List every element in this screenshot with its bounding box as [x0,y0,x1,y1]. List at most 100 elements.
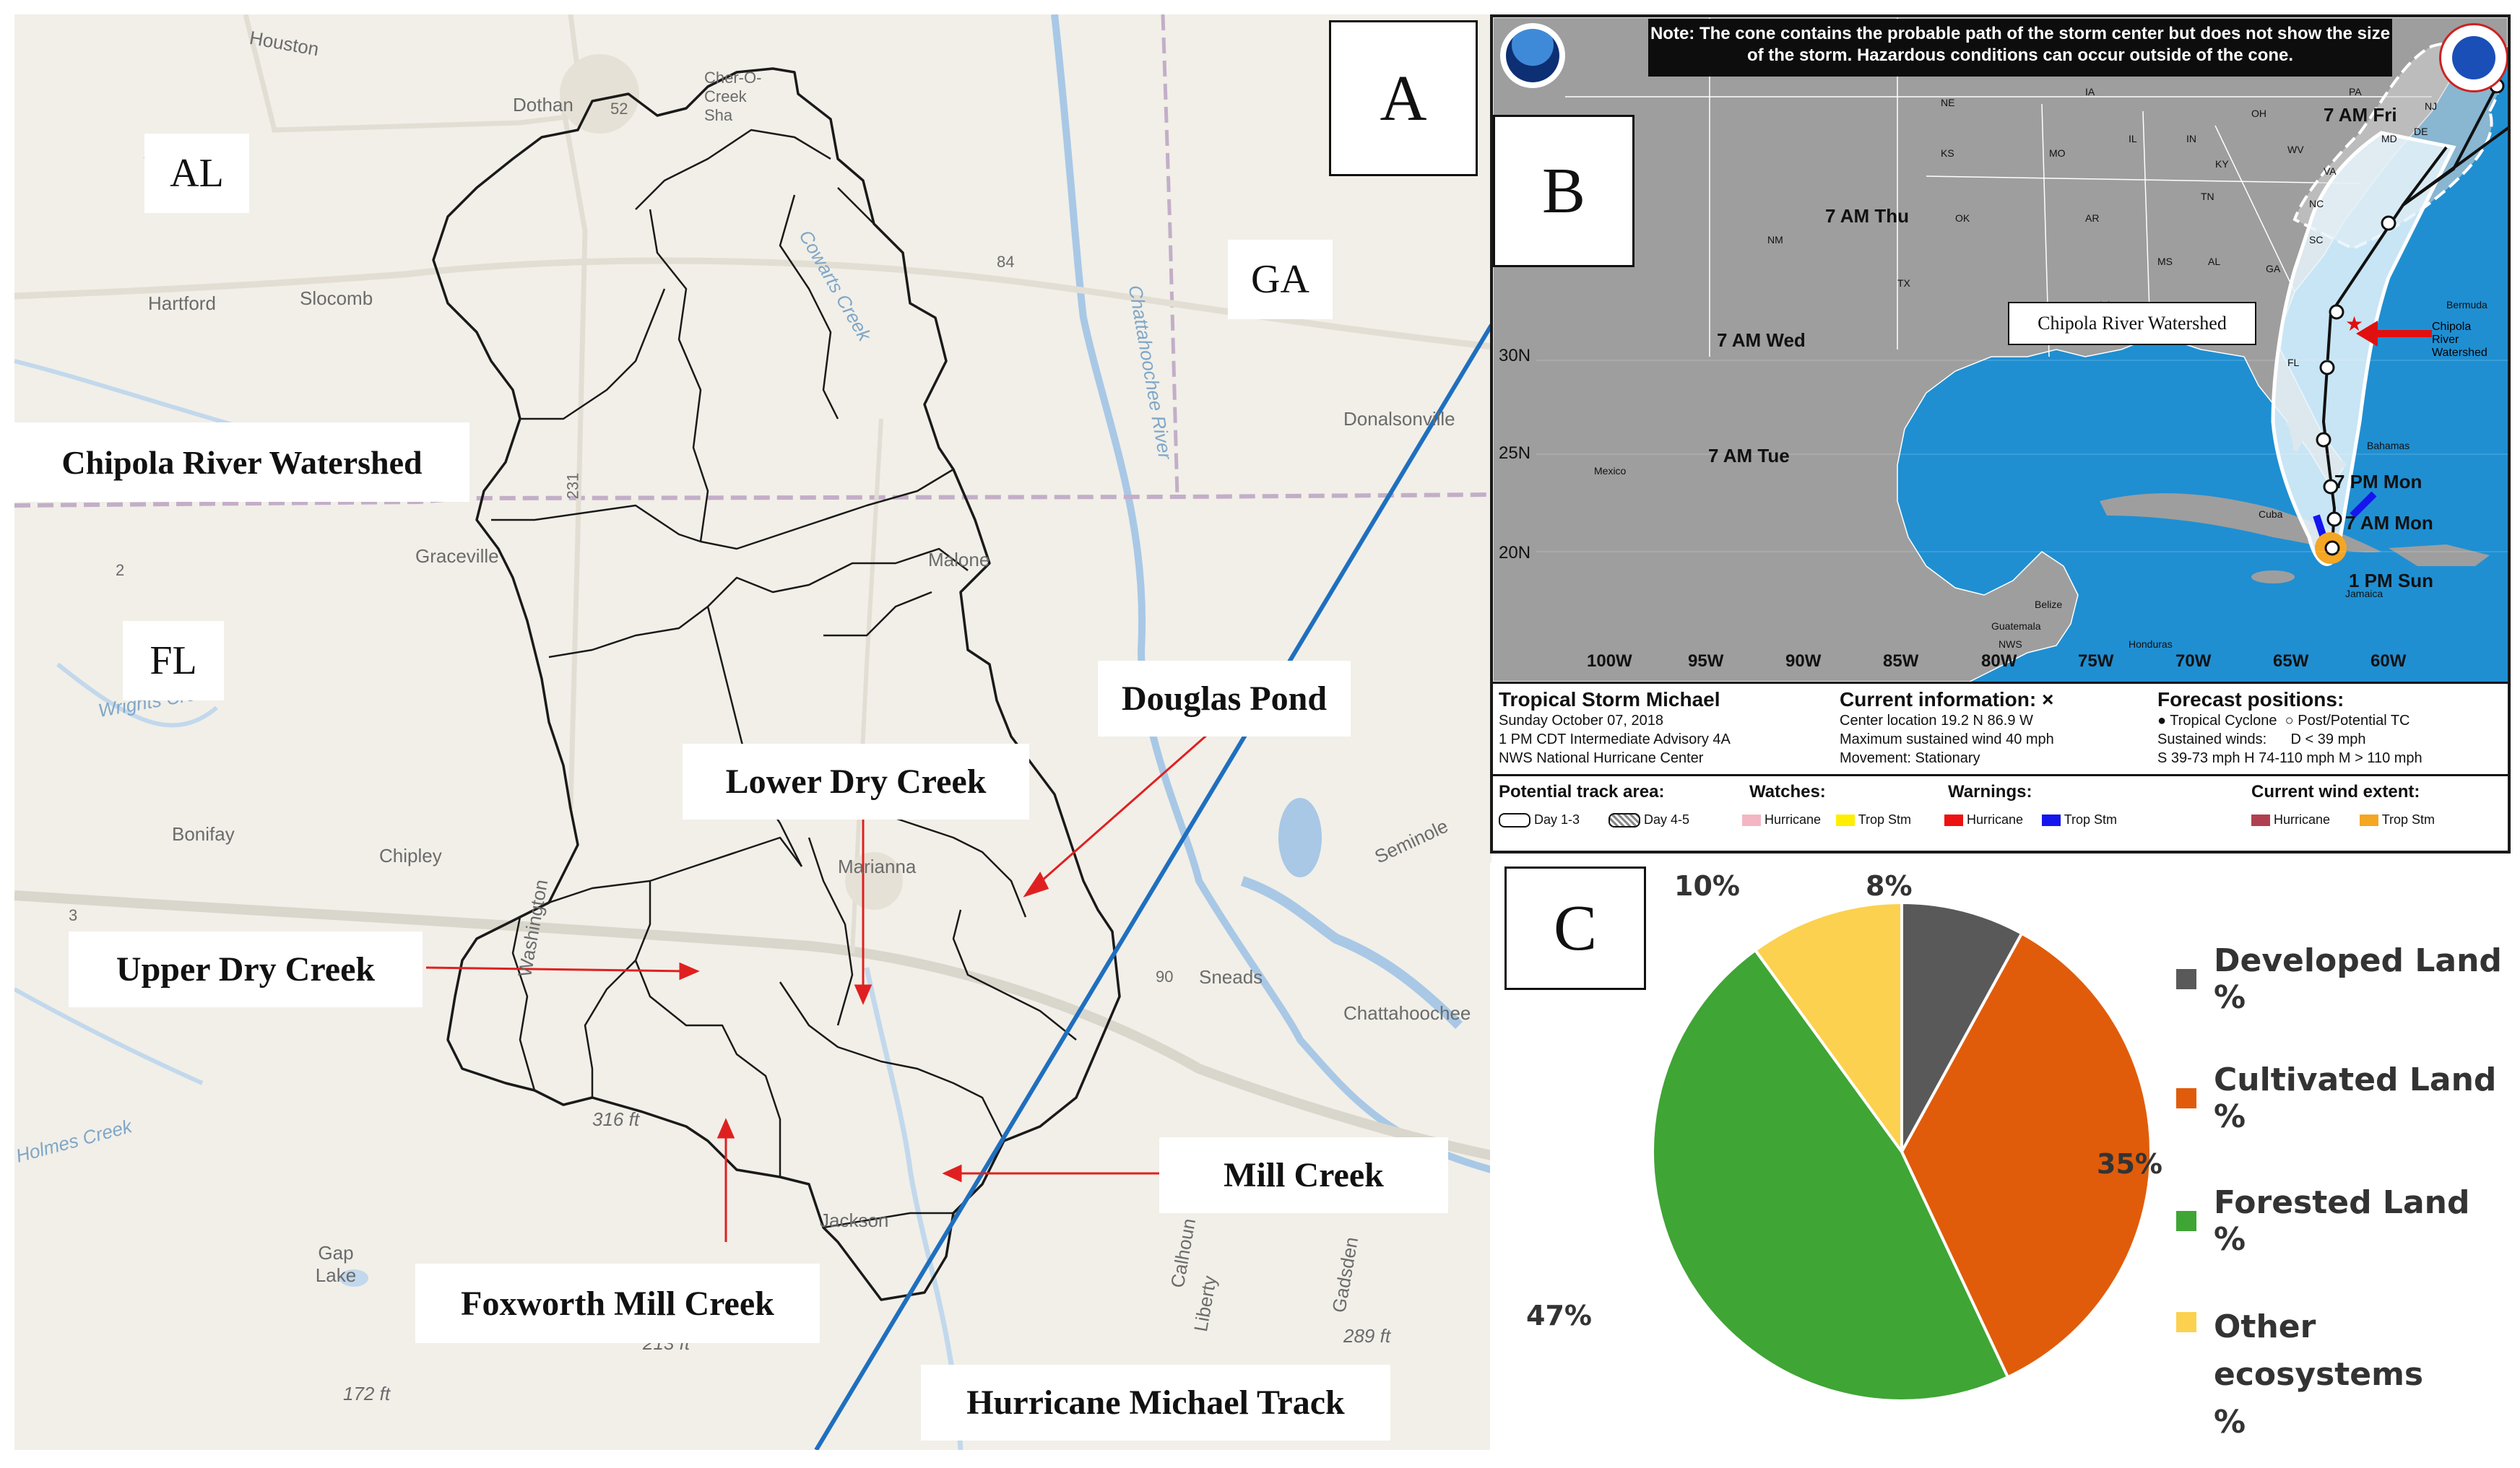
state-abbrev: VA [2324,165,2337,177]
state-abbrev: WV [2287,144,2304,155]
advisory-info-box: Tropical Storm Michael Sunday October 07… [1493,682,2508,774]
state-abbrev: TX [1897,277,1910,289]
legend-warn-trop: Trop Stm [2042,812,2117,828]
legend-warn-hurricane: Hurricane [1944,812,2023,828]
storm-title: Tropical Storm Michael [1499,688,1720,711]
road-line [14,890,1491,1160]
legend-swatch-forested [2176,1211,2196,1231]
sustained-winds-key: Sustained winds: D < 39 mph [2157,731,2366,747]
hurricane-track-label: Hurricane Michael Track [921,1365,1390,1441]
pie-slice-other [1753,900,1903,1157]
legend-developed: Developed Land % [2176,942,2511,1016]
advisory-center: NWS National Hurricane Center [1499,750,1704,766]
road-line [850,418,883,954]
state-abbrev: NJ [2425,100,2438,112]
forecast-time-label: 7 AM Fri [2324,104,2397,126]
legend-other: Other ecosystems % [2176,1303,2511,1446]
state-abbrev: IL [2129,133,2137,144]
current-info-title: Current information: × [1840,688,2054,711]
legend-wind-extent: Current wind extent: [2251,782,2420,802]
wind-scale-key: S 39-73 mph H 74-110 mph M > 110 mph [2157,750,2422,766]
legend-potential-track: Potential track area: [1499,782,1665,802]
chipola-callout-box: Chipola River Watershed [2008,302,2256,345]
state-abbrev: MD [2381,133,2397,144]
douglas-pond-label: Douglas Pond [1098,661,1351,737]
state-abbrev: AL [2208,256,2221,267]
town-label: Cher-O-Creek Sha [704,69,762,124]
map-place-label: Mexico [1594,465,1627,477]
state-abbrev: DE [2414,126,2428,137]
town-label: 52 [610,100,628,118]
state-boundary [1161,14,1179,498]
legend-label-developed: Developed Land % [2214,942,2502,1016]
longitude-scale: 100W 95W 90W 85W 80W 75W 70W 65W 60W [1493,651,2508,680]
island-shape [2251,570,2295,583]
map-place-label: Cuba [2259,508,2283,520]
town-label: Sneads [1199,966,1263,988]
mill-creek-label: Mill Creek [1159,1137,1448,1213]
legend-watch-trop: Trop Stm [1836,812,1911,828]
state-abbrev: NM [1767,234,1783,246]
longitude-label: 60W [2370,651,2407,671]
pointer-arrows [425,728,1214,1242]
forecast-time-label: 7 PM Mon [2334,471,2422,492]
center-location: Center location 19.2 N 86.9 W [1840,713,2033,729]
map-legend-strip: Potential track area: Day 1-3 Day 4-5 Wa… [1493,774,2508,851]
longitude-label: 100W [1587,651,1632,671]
urban-area [845,852,903,910]
longitude-label: 65W [2273,651,2309,671]
watershed-boundary [432,67,1121,1301]
map-place-label: Bermuda [2446,299,2487,310]
foxworth-mill-creek-label: Foxworth Mill Creek [415,1264,820,1343]
legend-swatch-developed [2176,969,2196,989]
state-label-fl: FL [123,621,224,700]
forecast-cone-day13 [2271,131,2456,566]
pie-chart-svg [1651,900,2152,1402]
map-place-label: Bahamas [2367,440,2410,451]
legend-watch-hurricane: Hurricane [1742,812,1821,828]
town-label: 316 ft [592,1108,640,1130]
legend-label-cultivated: Cultivated Land % [2214,1061,2497,1135]
pie-label-cultivated: 35% [2097,1148,2162,1180]
hurricane-track-line [814,323,1491,1450]
town-label: 3 [69,906,78,924]
state-line [1565,17,2432,357]
longitude-label: 75W [2078,651,2114,671]
pie-label-other: 10% [1674,870,1740,902]
longitude-label: 80W [1981,651,2017,671]
legend-label-other-unit: % [2214,1404,2246,1441]
noaa-logo [1500,23,1565,88]
watershed-map-panel: Houston Dothan Cher-O-Creek Sha 52 84 Ha… [14,14,1491,1450]
nhc-forecast-panel: ★ Note: The cone contains the probable p… [1490,14,2511,854]
river-line [56,662,218,728]
town-label: Bonifay [172,823,235,845]
forecast-time-label: 7 AM Mon [2345,512,2433,534]
advisory-date: Sunday October 07, 2018 [1499,713,1663,729]
road-line [14,257,1491,350]
island-shape [2389,544,2490,566]
legend-forested: Forested Land % [2176,1184,2511,1258]
nws-logo [2439,23,2508,92]
forecast-time-label: 7 AM Wed [1717,329,1806,351]
state-abbrev: GA [2266,263,2281,274]
map-place-label: Belize [2035,599,2063,610]
legend-day13: Day 1-3 [1499,812,1580,828]
forecast-time-label: 7 AM Thu [1825,205,1910,227]
storm-track [2402,146,2448,207]
state-abbrev: MO [2049,147,2066,159]
warning-segment [2313,514,2327,539]
callout-arrow-head [2356,321,2378,347]
legend-cultivated: Cultivated Land % [2176,1061,2511,1135]
pie-label-forested: 47% [1526,1300,1592,1332]
basemap-svg [14,14,1491,1450]
warning-segment [2350,491,2377,518]
town-label: Malone [928,549,990,570]
state-abbrev: OH [2251,108,2266,119]
movement: Movement: Stationary [1840,750,1980,766]
forecast-time-label: 1 PM Sun [2349,570,2434,591]
land-use-pie-panel: C 8% 35% 47% 10% Developed Land % Cultiv… [1490,863,2511,1455]
town-label: Donalsonville [1343,408,1455,430]
town-label: 289 ft [1343,1325,1391,1347]
town-label: Graceville [415,545,499,567]
town-label: 90 [1156,968,1174,986]
